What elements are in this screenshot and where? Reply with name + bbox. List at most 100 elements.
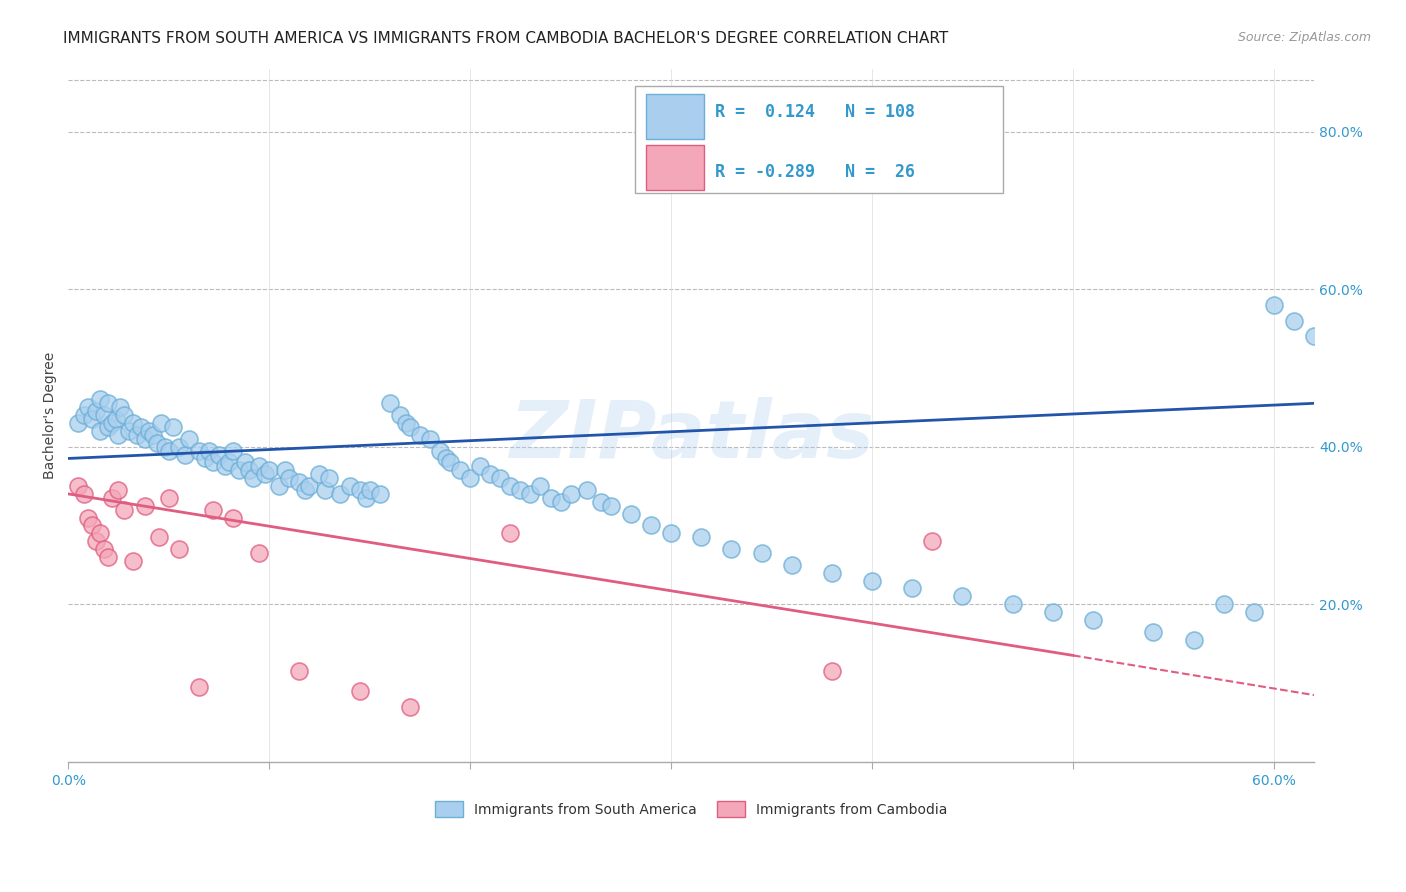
Point [254, 467, 277, 482]
Point [238, 463, 260, 477]
Point [499, 479, 522, 493]
Point [107, 427, 129, 442]
Point [117, 424, 139, 438]
Point [149, 416, 172, 430]
Point [129, 420, 152, 434]
Point [157, 443, 180, 458]
Point [339, 479, 361, 493]
Point [101, 491, 124, 505]
Point [67, 479, 90, 493]
Point [1282, 313, 1305, 327]
Point [67, 416, 90, 430]
Point [314, 483, 336, 497]
Point [148, 530, 170, 544]
Point [1081, 613, 1104, 627]
Point [114, 408, 136, 422]
Point [519, 487, 541, 501]
Point [589, 495, 612, 509]
Point [82, 412, 104, 426]
Point [97, 396, 120, 410]
Point [89, 392, 111, 407]
Legend: Immigrants from South America, Immigrants from Cambodia: Immigrants from South America, Immigrant… [427, 794, 955, 824]
Point [89, 526, 111, 541]
Point [101, 416, 124, 430]
Point [288, 664, 311, 678]
Point [359, 483, 381, 497]
Point [97, 549, 120, 564]
Point [780, 558, 803, 572]
Point [89, 424, 111, 438]
Point [294, 483, 316, 497]
Point [247, 546, 270, 560]
FancyBboxPatch shape [636, 86, 1002, 194]
Point [73, 487, 96, 501]
Point [97, 420, 120, 434]
Point [560, 487, 582, 501]
Point [177, 432, 200, 446]
Point [328, 487, 350, 501]
Point [77, 510, 100, 524]
Point [354, 491, 377, 505]
Point [134, 499, 156, 513]
Point [208, 448, 231, 462]
Point [479, 467, 502, 482]
Point [395, 416, 418, 430]
Point [659, 526, 682, 541]
Point [378, 396, 401, 410]
Point [145, 435, 167, 450]
Point [499, 526, 522, 541]
Point [86, 404, 108, 418]
Point [247, 459, 270, 474]
Point [110, 401, 132, 415]
Point [388, 408, 411, 422]
Point [1142, 624, 1164, 639]
Point [409, 427, 432, 442]
Point [860, 574, 883, 588]
Point [901, 582, 924, 596]
Point [1303, 329, 1326, 343]
Point [751, 546, 773, 560]
Point [821, 664, 844, 678]
Point [821, 566, 844, 580]
Point [449, 463, 471, 477]
Point [242, 471, 264, 485]
Text: R = -0.289   N =  26: R = -0.289 N = 26 [714, 163, 915, 181]
Point [720, 542, 742, 557]
Point [529, 479, 551, 493]
Point [1323, 337, 1346, 351]
Point [419, 432, 441, 446]
Point [173, 448, 195, 462]
Point [1042, 605, 1064, 619]
Point [222, 443, 245, 458]
Point [1243, 605, 1265, 619]
Point [162, 420, 184, 434]
Y-axis label: Bachelor's Degree: Bachelor's Degree [44, 351, 58, 479]
Point [77, 401, 100, 415]
Point [93, 542, 115, 557]
Point [1001, 597, 1024, 611]
Point [1343, 266, 1365, 280]
Point [233, 455, 256, 469]
Point [349, 683, 371, 698]
Point [93, 408, 115, 422]
Point [82, 518, 104, 533]
Point [1263, 298, 1285, 312]
Point [187, 443, 209, 458]
Text: R =  0.124   N = 108: R = 0.124 N = 108 [714, 103, 915, 120]
FancyBboxPatch shape [647, 145, 703, 190]
Point [690, 530, 713, 544]
Point [201, 455, 224, 469]
Point [138, 424, 160, 438]
Point [167, 440, 190, 454]
Point [399, 420, 422, 434]
Point [921, 534, 943, 549]
Point [458, 471, 481, 485]
Point [107, 483, 129, 497]
Point [274, 463, 297, 477]
Point [114, 502, 136, 516]
Point [599, 499, 621, 513]
Point [194, 451, 217, 466]
Point [298, 479, 321, 493]
Point [278, 471, 301, 485]
Point [73, 408, 96, 422]
